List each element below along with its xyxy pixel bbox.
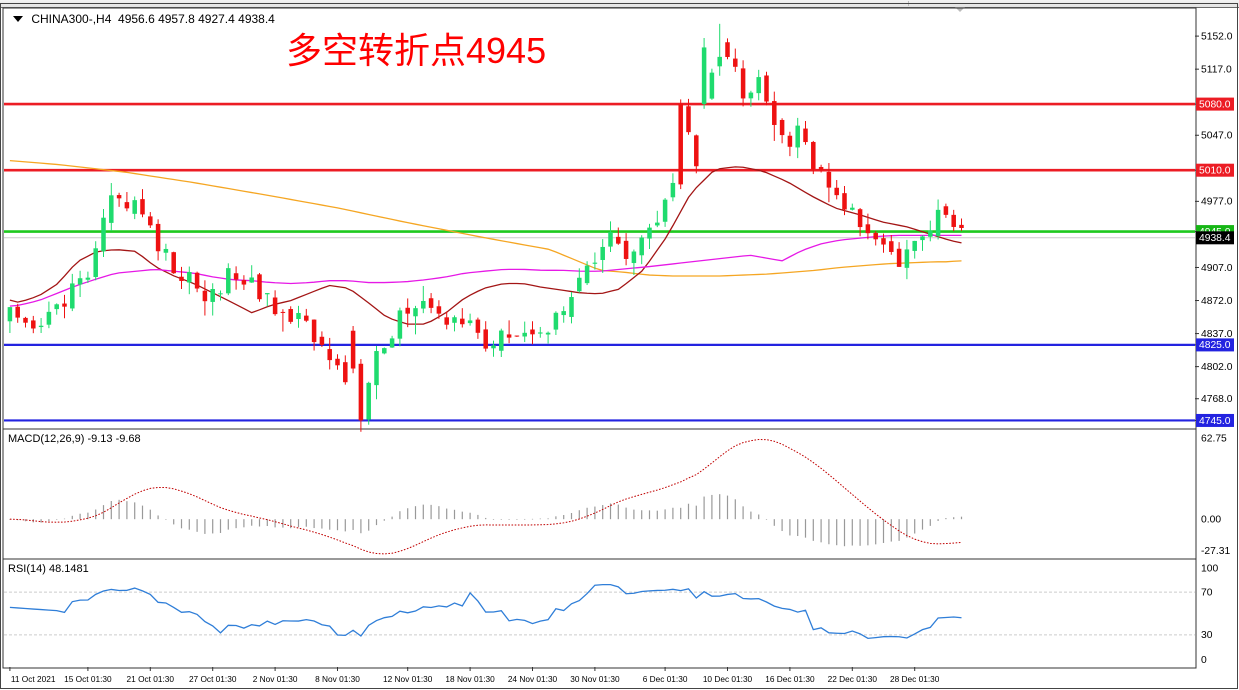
svg-text:27 Oct 01:30: 27 Oct 01:30 [189, 674, 237, 684]
svg-text:-27.31: -27.31 [1201, 546, 1230, 557]
svg-text:2 Nov 01:30: 2 Nov 01:30 [253, 674, 298, 684]
svg-text:62.75: 62.75 [1201, 434, 1227, 445]
svg-text:5152.0: 5152.0 [1201, 31, 1233, 42]
svg-text:4872.0: 4872.0 [1201, 296, 1233, 307]
svg-text:5010.0: 5010.0 [1199, 166, 1231, 177]
svg-text:30 Nov 01:30: 30 Nov 01:30 [570, 674, 620, 684]
svg-text:4802.0: 4802.0 [1201, 362, 1233, 373]
svg-text:30: 30 [1201, 630, 1213, 641]
svg-text:8 Nov 01:30: 8 Nov 01:30 [315, 674, 360, 684]
svg-text:4837.0: 4837.0 [1201, 329, 1233, 340]
svg-text:5080.0: 5080.0 [1199, 99, 1231, 110]
svg-text:4907.0: 4907.0 [1201, 263, 1233, 274]
svg-text:22 Dec 01:30: 22 Dec 01:30 [828, 674, 878, 684]
svg-text:4977.0: 4977.0 [1201, 197, 1233, 208]
svg-text:21 Oct 01:30: 21 Oct 01:30 [127, 674, 175, 684]
svg-text:4745.0: 4745.0 [1199, 416, 1231, 427]
svg-text:0.00: 0.00 [1201, 514, 1221, 525]
svg-text:6 Dec 01:30: 6 Dec 01:30 [643, 674, 688, 684]
svg-text:28 Dec 01:30: 28 Dec 01:30 [890, 674, 940, 684]
svg-text:24 Nov 01:30: 24 Nov 01:30 [508, 674, 558, 684]
svg-text:10 Dec 01:30: 10 Dec 01:30 [703, 674, 753, 684]
svg-text:4768.0: 4768.0 [1201, 394, 1233, 405]
svg-text:4938.4: 4938.4 [1199, 233, 1231, 244]
svg-text:12 Nov 01:30: 12 Nov 01:30 [383, 674, 433, 684]
svg-text:70: 70 [1201, 587, 1213, 598]
svg-text:4825.0: 4825.0 [1199, 340, 1231, 351]
svg-text:MACD(12,26,9) -9.13 -9.68: MACD(12,26,9) -9.13 -9.68 [8, 433, 141, 445]
svg-text:RSI(14) 48.1481: RSI(14) 48.1481 [8, 563, 89, 575]
svg-text:5117.0: 5117.0 [1201, 64, 1232, 75]
svg-text:18 Nov 01:30: 18 Nov 01:30 [445, 674, 495, 684]
svg-text:11 Oct 2021: 11 Oct 2021 [11, 674, 56, 684]
svg-text:15 Oct 01:30: 15 Oct 01:30 [64, 674, 112, 684]
svg-text:100: 100 [1201, 564, 1218, 575]
svg-text:16 Dec 01:30: 16 Dec 01:30 [765, 674, 815, 684]
svg-text:5047.0: 5047.0 [1201, 131, 1233, 142]
svg-text:0: 0 [1201, 655, 1207, 666]
